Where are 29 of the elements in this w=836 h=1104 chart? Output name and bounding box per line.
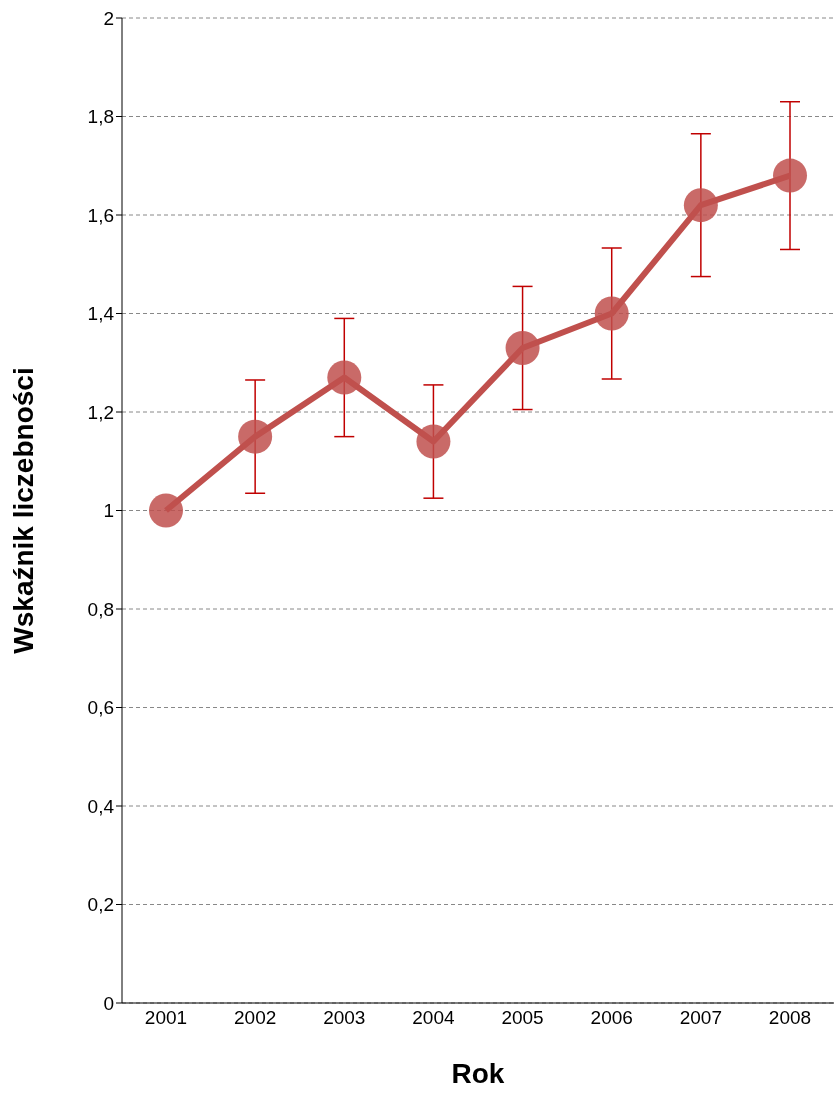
x-tick-label: 2008 — [768, 1007, 812, 1029]
x-tick-label: 2007 — [679, 1007, 722, 1029]
point — [773, 158, 807, 193]
y-tick-label: 1,2 — [87, 401, 114, 423]
y-tick-label: 0,6 — [87, 697, 114, 719]
point — [594, 296, 629, 331]
y-tick-label: 1,4 — [87, 303, 115, 325]
point — [683, 188, 718, 223]
y-tick-label: 1,6 — [87, 204, 114, 226]
x-tick-label: 2006 — [590, 1007, 633, 1029]
y-tick-label: 0,4 — [87, 795, 115, 817]
y-tick-label: 0,2 — [87, 894, 114, 916]
y-tick-label: 2 — [103, 7, 114, 29]
x-tick-label: 2001 — [144, 1007, 188, 1029]
x-tick-label: 2005 — [501, 1007, 544, 1029]
x-axis-title: Rok — [451, 1058, 505, 1089]
y-tick-label: 0 — [103, 992, 114, 1014]
point — [238, 419, 273, 454]
y-tick-label: 0,8 — [87, 598, 114, 620]
y-axis-title: Wskaźnik liczebności — [7, 367, 39, 654]
x-tick-label: 2004 — [412, 1007, 455, 1029]
y-tick-label: 1,8 — [87, 106, 114, 128]
point — [505, 330, 540, 365]
point — [149, 493, 183, 528]
x-tick-label: 2003 — [323, 1007, 366, 1029]
point — [416, 424, 451, 459]
x-tick-label: 2002 — [234, 1007, 277, 1029]
point — [327, 360, 362, 395]
y-tick-label: 1 — [103, 500, 114, 522]
